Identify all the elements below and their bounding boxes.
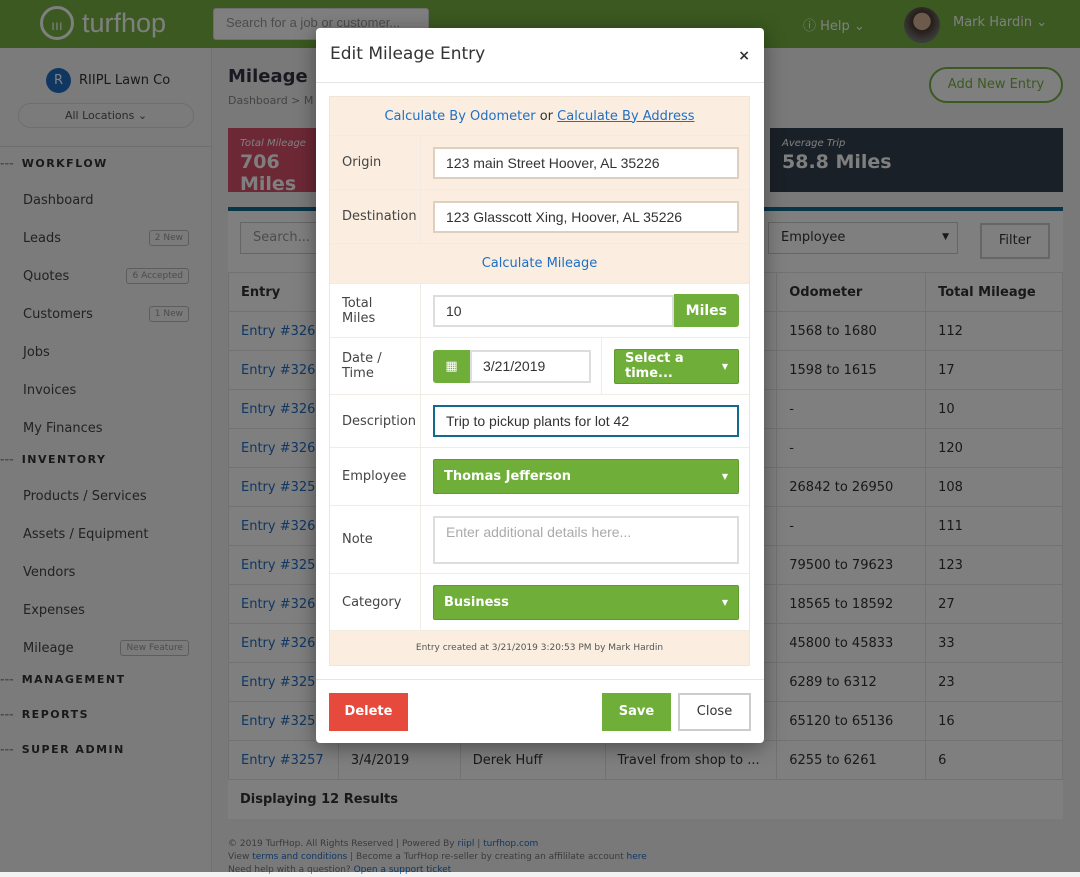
note-label: Note bbox=[330, 506, 421, 573]
total-miles-row: Total Miles 10 Miles bbox=[330, 284, 749, 338]
origin-row: Origin 123 main Street Hoover, AL 35226 bbox=[330, 136, 749, 190]
calc-mode-row: Calculate By Odometer or Calculate By Ad… bbox=[330, 97, 749, 136]
date-time-row: Date / Time ▦ 3/21/2019 Select a time... ▼ bbox=[330, 338, 749, 395]
date-input[interactable]: 3/21/2019 bbox=[470, 349, 591, 383]
calc-by-address-link[interactable]: Calculate By Address bbox=[557, 108, 695, 124]
total-miles-label: Total Miles bbox=[330, 284, 421, 337]
edit-mileage-modal: Edit Mileage Entry × Calculate By Odomet… bbox=[316, 28, 764, 743]
category-value: Business bbox=[444, 594, 509, 610]
calculate-row: Calculate Mileage bbox=[330, 244, 749, 284]
origin-label: Origin bbox=[330, 136, 421, 189]
description-row: Description Trip to pickup plants for lot… bbox=[330, 395, 749, 448]
calendar-icon[interactable]: ▦ bbox=[433, 349, 470, 383]
destination-label: Destination bbox=[330, 190, 421, 243]
employee-value: Thomas Jefferson bbox=[444, 469, 571, 484]
modal-title: Edit Mileage Entry bbox=[330, 44, 486, 64]
total-miles-input[interactable]: 10 bbox=[433, 294, 674, 327]
divider bbox=[316, 82, 764, 83]
miles-unit-addon: Miles bbox=[673, 294, 739, 327]
time-value: Select a time... bbox=[625, 351, 684, 381]
origin-input[interactable]: 123 main Street Hoover, AL 35226 bbox=[433, 146, 739, 179]
delete-button[interactable]: Delete bbox=[329, 693, 408, 731]
note-row: Note Enter additional details here... bbox=[330, 506, 749, 574]
employee-row: Employee Thomas Jefferson ▼ bbox=[330, 448, 749, 506]
caret-down-icon: ▼ bbox=[721, 361, 728, 371]
destination-row: Destination 123 Glasscott Xing, Hoover, A… bbox=[330, 190, 749, 244]
category-row: Category Business ▼ bbox=[330, 574, 749, 631]
created-info: Entry created at 3/21/2019 3:20:53 PM by… bbox=[330, 631, 749, 665]
description-label: Description bbox=[330, 395, 421, 447]
date-time-label: Date / Time bbox=[330, 338, 421, 394]
calc-by-odometer-link[interactable]: Calculate By Odometer bbox=[384, 108, 536, 124]
category-select[interactable]: Business ▼ bbox=[433, 584, 739, 620]
save-button[interactable]: Save bbox=[602, 693, 671, 731]
employee-select[interactable]: Thomas Jefferson ▼ bbox=[433, 459, 739, 494]
caret-down-icon: ▼ bbox=[721, 597, 728, 607]
destination-input[interactable]: 123 Glasscott Xing, Hoover, AL 35226 bbox=[433, 200, 739, 233]
close-button[interactable]: Close bbox=[678, 693, 751, 731]
mileage-form: Calculate By Odometer or Calculate By Ad… bbox=[329, 96, 750, 666]
caret-down-icon: ▼ bbox=[721, 472, 728, 481]
note-textarea[interactable]: Enter additional details here... bbox=[433, 515, 739, 564]
time-select[interactable]: Select a time... ▼ bbox=[614, 348, 739, 384]
or-text: or bbox=[535, 108, 558, 124]
close-icon[interactable]: × bbox=[738, 48, 750, 64]
divider bbox=[316, 679, 764, 680]
calculate-mileage-link[interactable]: Calculate Mileage bbox=[481, 256, 598, 271]
category-label: Category bbox=[330, 574, 421, 630]
employee-label: Employee bbox=[330, 448, 421, 505]
description-input[interactable]: Trip to pickup plants for lot 42 bbox=[433, 405, 739, 437]
